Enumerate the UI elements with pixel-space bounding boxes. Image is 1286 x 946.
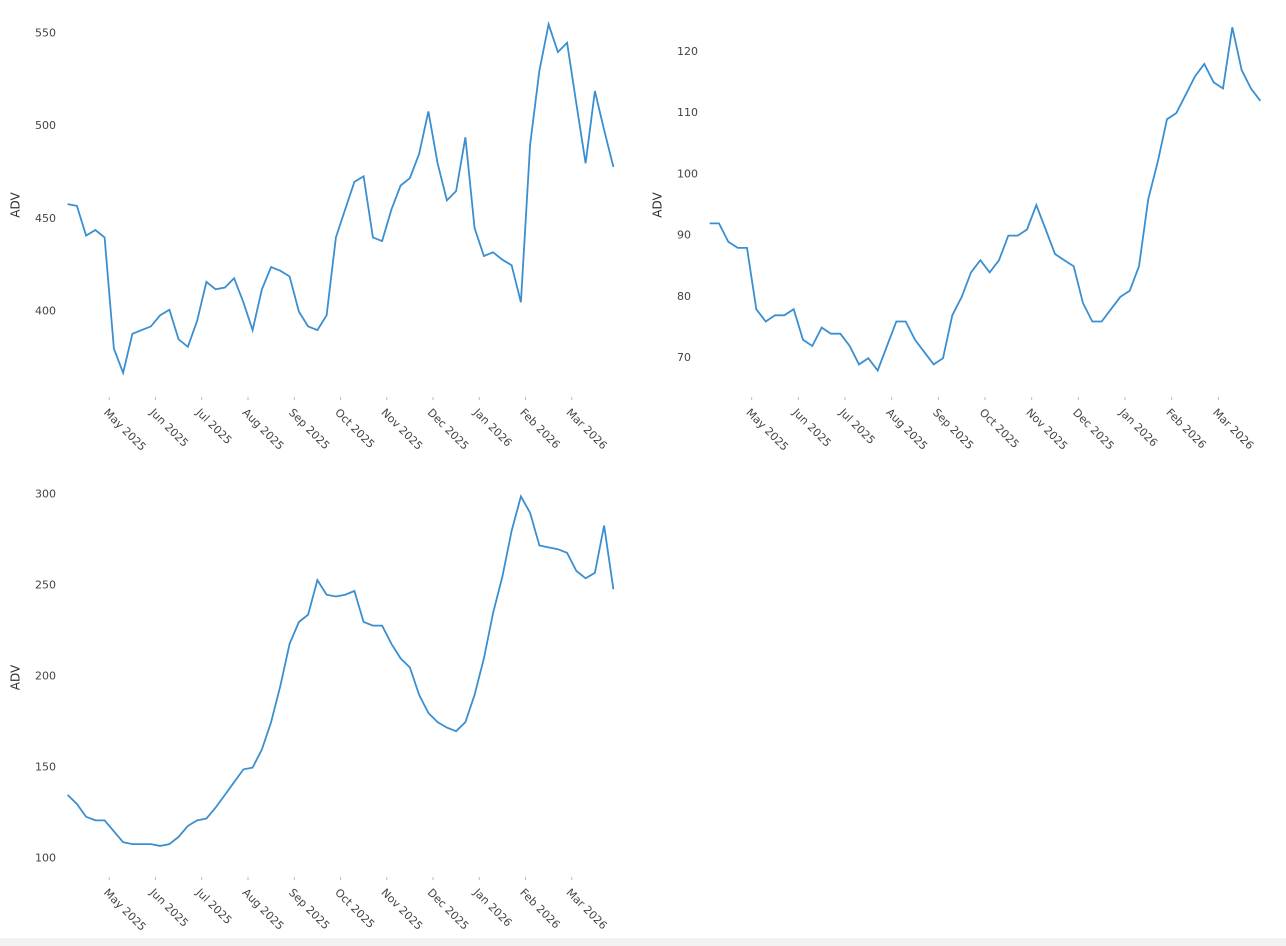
x-tick-label: Jun 2025	[789, 405, 833, 449]
y-tick-label: 90	[677, 229, 691, 242]
x-tick-label: Jan 2026	[470, 885, 514, 929]
x-tick-label: Aug 2025	[883, 406, 930, 453]
x-tick-label: Oct 2025	[332, 886, 377, 931]
x-tick-label: Mar 2026	[564, 886, 610, 932]
y-tick-label: 300	[35, 488, 56, 501]
x-tick-label: Nov 2025	[1023, 406, 1070, 453]
y-tick-label: 250	[35, 579, 56, 592]
x-tick-label: Sep 2025	[286, 406, 332, 452]
x-tick-label: Jul 2025	[193, 405, 235, 447]
x-tick-label: Sep 2025	[930, 406, 976, 452]
y-tick-label: 120	[677, 45, 698, 58]
data-line	[709, 27, 1262, 373]
x-tick-label: Mar 2026	[1210, 406, 1256, 452]
x-tick-label: Aug 2025	[240, 406, 287, 453]
y-tick-label: 400	[35, 305, 56, 318]
x-tick-label: Jun 2025	[147, 405, 191, 449]
x-tick-label: Jun 2025	[147, 885, 191, 929]
y-tick-label: 100	[677, 167, 698, 180]
y-tick-label: 550	[35, 27, 56, 40]
x-tick-label: Jul 2025	[836, 405, 878, 447]
y-tick-label: 150	[35, 761, 56, 774]
y-tick-label: 110	[677, 106, 698, 119]
footer-strip	[0, 938, 1286, 946]
x-tick-label: Feb 2026	[517, 406, 562, 451]
x-tick-label: Oct 2025	[332, 406, 377, 451]
data-line	[67, 20, 615, 376]
data-line	[66, 494, 615, 847]
x-tick-label: May 2025	[101, 406, 149, 454]
x-tick-label: Jan 2026	[1116, 405, 1160, 449]
x-tick-label: Feb 2026	[1163, 406, 1208, 451]
y-tick-label: 450	[35, 212, 56, 225]
x-tick-label: Feb 2026	[517, 886, 562, 931]
x-tick-label: Nov 2025	[379, 406, 426, 453]
x-tick-label: May 2025	[743, 406, 791, 454]
y-tick-label: 500	[35, 119, 56, 132]
y-axis-label: ADV	[651, 191, 665, 217]
x-tick-label: Dec 2025	[1070, 406, 1117, 453]
x-tick-label: Oct 2025	[977, 406, 1022, 451]
x-tick-label: Aug 2025	[240, 886, 287, 933]
x-tick-label: Nov 2025	[379, 886, 426, 933]
y-tick-label: 200	[35, 670, 56, 683]
y-tick-label: 70	[677, 351, 691, 364]
x-tick-label: Dec 2025	[425, 886, 472, 933]
y-tick-label: 80	[677, 290, 691, 303]
y-axis-label: ADV	[9, 191, 23, 217]
y-axis-label: ADV	[9, 664, 23, 690]
x-tick-label: Mar 2026	[564, 406, 610, 452]
y-tick-label: 100	[35, 852, 56, 865]
x-tick-label: Jul 2025	[193, 885, 235, 927]
x-tick-label: Jan 2026	[470, 405, 514, 449]
x-tick-label: Dec 2025	[425, 406, 472, 453]
x-tick-label: Sep 2025	[286, 886, 332, 932]
x-tick-label: May 2025	[101, 886, 149, 934]
